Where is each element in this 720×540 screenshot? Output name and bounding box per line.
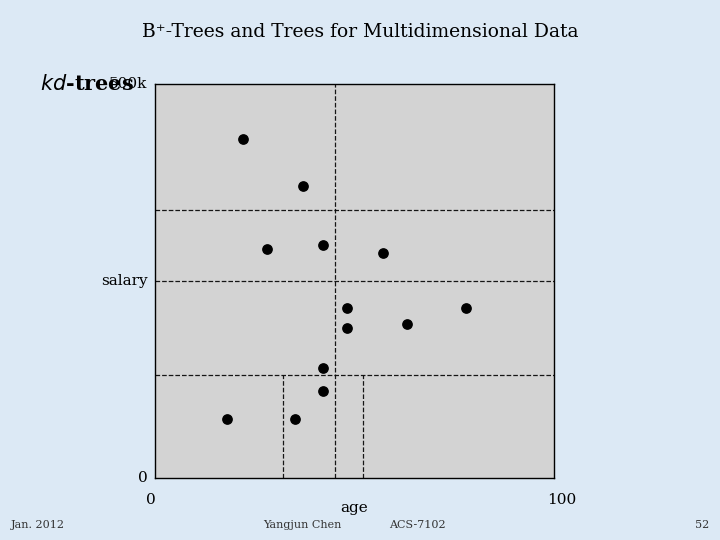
Point (317, 387, 328, 395)
Text: 52: 52 (695, 520, 709, 530)
Text: age: age (341, 501, 369, 515)
Point (297, 182, 308, 191)
Text: Jan. 2012: Jan. 2012 (11, 520, 65, 530)
Point (461, 304, 472, 313)
Text: 500k: 500k (109, 77, 148, 91)
Point (341, 324, 352, 333)
Text: salary: salary (101, 274, 148, 288)
Text: Yangjun Chen: Yangjun Chen (264, 520, 341, 530)
Point (401, 320, 413, 328)
Point (261, 245, 272, 254)
Point (289, 415, 300, 423)
Point (377, 249, 388, 258)
Point (317, 241, 328, 249)
Text: $\it{kd}$-trees: $\it{kd}$-trees (40, 73, 134, 94)
Text: 0: 0 (146, 492, 156, 507)
Text: B⁺-Trees and Trees for Multidimensional Data: B⁺-Trees and Trees for Multidimensional … (142, 23, 578, 42)
Text: 100: 100 (547, 492, 576, 507)
Text: ACS-7102: ACS-7102 (390, 520, 446, 530)
Point (317, 363, 328, 372)
Point (341, 304, 352, 313)
Point (221, 415, 233, 423)
Point (237, 134, 248, 143)
Text: 0: 0 (138, 471, 148, 485)
